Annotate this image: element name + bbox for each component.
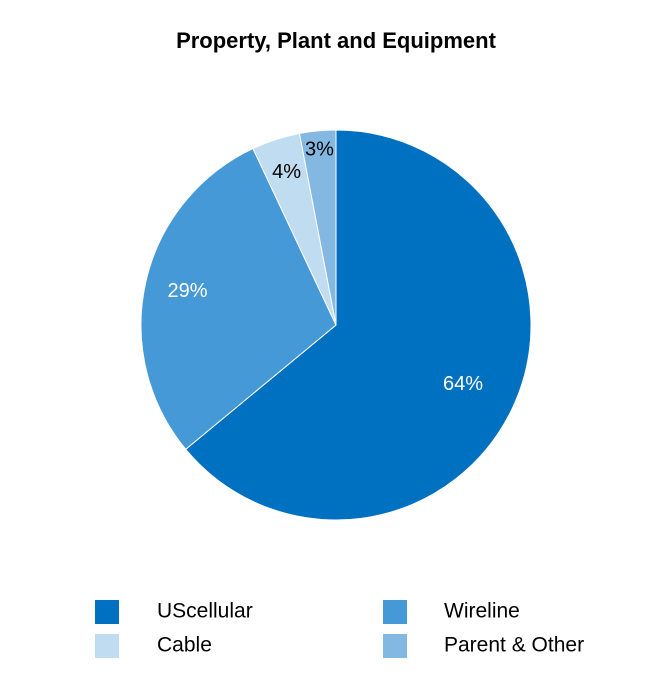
pie-slice <box>298 129 337 326</box>
data-label: 4% <box>272 161 301 183</box>
data-label: 3% <box>305 139 334 161</box>
legend-label: Cable <box>157 634 212 657</box>
data-label: 29% <box>168 280 208 302</box>
legend-label: UScellular <box>157 600 253 623</box>
legend-swatch <box>383 600 407 624</box>
legend-swatch <box>95 600 119 624</box>
legend-swatch <box>383 634 407 658</box>
pie-slice <box>140 147 337 451</box>
data-label: 64% <box>443 373 483 395</box>
legend-label: Parent & Other <box>444 634 584 657</box>
chart-title: Property, Plant and Equipment <box>176 28 497 53</box>
legend-label: Wireline <box>444 600 520 623</box>
legend-swatch <box>95 634 119 658</box>
pie-slice <box>185 129 532 521</box>
